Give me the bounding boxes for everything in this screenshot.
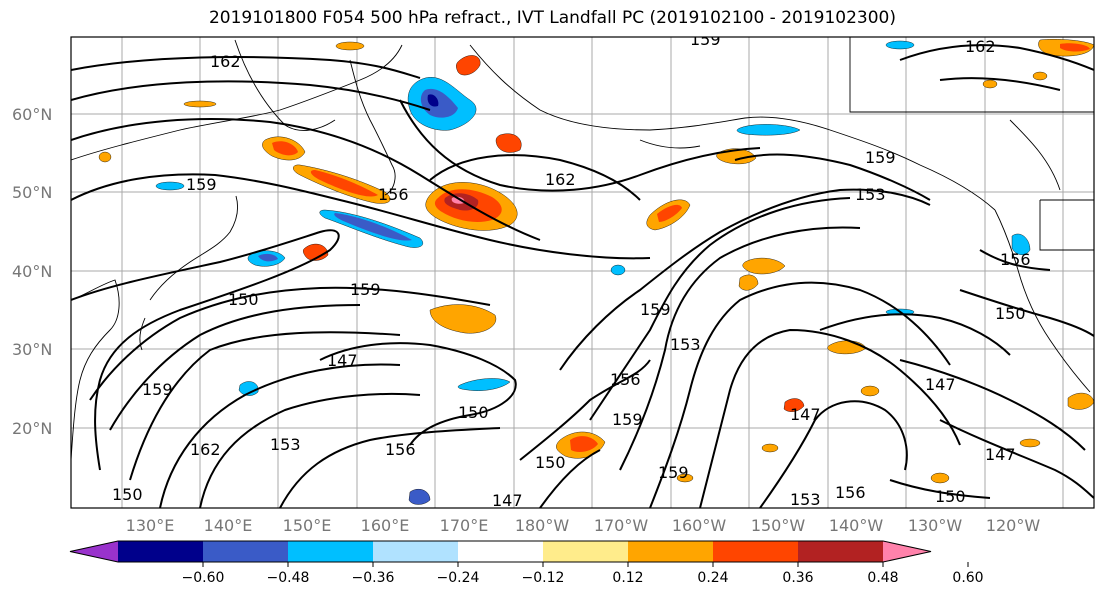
lon-label: 140°W <box>829 516 884 535</box>
contour-label: 150 <box>995 304 1026 323</box>
colorbar-tick-label: 0.36 <box>782 570 813 586</box>
lat-label: 20°N <box>12 419 52 438</box>
contour-label: 156 <box>378 185 409 204</box>
contour-label: 159 <box>142 380 173 399</box>
contour-label: 147 <box>492 491 523 510</box>
contour-label: 156 <box>1000 250 1031 269</box>
colorbar-segment <box>543 541 628 562</box>
contour-label: 147 <box>925 375 956 394</box>
map-panel <box>71 37 1094 508</box>
colorbar-tick-label: −0.60 <box>182 570 225 586</box>
lon-label: 180°W <box>515 516 570 535</box>
lon-label: 140°E <box>204 516 253 535</box>
contour-label: 147 <box>790 405 821 424</box>
colorbar-segment <box>628 541 713 562</box>
contour-label: 153 <box>670 335 701 354</box>
contour-label: 159 <box>690 30 721 49</box>
colorbar-tick-label: 0.24 <box>697 570 728 586</box>
colorbar-tick-label: −0.36 <box>352 570 395 586</box>
colorbar-segment <box>798 541 883 562</box>
colorbar-tick-label: −0.12 <box>522 570 565 586</box>
contour-label: 147 <box>985 445 1016 464</box>
contour-label: 150 <box>228 290 259 309</box>
contour-label: 159 <box>658 463 689 482</box>
shaded-anomalies <box>98 39 1094 505</box>
colorbar-extend-min <box>70 541 118 562</box>
contour-label: 162 <box>965 37 996 56</box>
contour-label: 156 <box>835 483 866 502</box>
colorbar-tick-label: 0.48 <box>867 570 898 586</box>
map-frame <box>70 36 1095 509</box>
contour-label: 147 <box>327 351 358 370</box>
colorbar-segment <box>713 541 798 562</box>
contour-label: 162 <box>545 170 576 189</box>
colorbar-extend-max <box>883 541 931 562</box>
contour-label: 156 <box>610 370 641 389</box>
lat-label: 40°N <box>12 262 52 281</box>
contour-label: 162 <box>190 440 221 459</box>
colorbar-segment <box>288 541 373 562</box>
latitude-labels: 60°N 50°N 40°N 30°N 20°N <box>12 105 52 438</box>
colorbar-tick-label: −0.48 <box>267 570 310 586</box>
height-contours <box>71 44 1094 508</box>
lon-label: 130°E <box>126 516 175 535</box>
contour-label: 150 <box>112 485 143 504</box>
coastlines <box>71 37 1094 461</box>
lon-label: 170°W <box>594 516 649 535</box>
lat-label: 30°N <box>12 340 52 359</box>
contour-label: 156 <box>385 440 416 459</box>
lon-label: 150°E <box>283 516 332 535</box>
contour-label: 153 <box>855 185 886 204</box>
contour-label-group: 162 162 162 159 159 159 159 156 156 153 … <box>112 30 1031 510</box>
colorbar: −0.60 −0.48 −0.36 −0.24 −0.12 0.12 0.24 0.36 0.4… <box>69 540 984 586</box>
contour-label: 159 <box>865 148 896 167</box>
colorbar-segment <box>458 541 543 562</box>
contour-label: 159 <box>640 300 671 319</box>
lat-label: 50°N <box>12 183 52 202</box>
contour-label: 162 <box>210 52 241 71</box>
lat-label: 60°N <box>12 105 52 124</box>
longitude-labels: 130°E 140°E 150°E 160°E 170°E 180°W 170°… <box>126 516 1041 535</box>
contour-label: 150 <box>535 453 566 472</box>
contour-label: 153 <box>270 435 301 454</box>
contour-label: 159 <box>350 280 381 299</box>
contour-label: 150 <box>458 403 489 422</box>
colorbar-outline <box>69 540 932 563</box>
colorbar-segment <box>373 541 458 562</box>
lon-label: 150°W <box>751 516 806 535</box>
contour-label: 150 <box>935 487 966 506</box>
colorbar-tick-label: −0.24 <box>437 570 480 586</box>
lon-label: 170°E <box>440 516 489 535</box>
lon-label: 130°W <box>908 516 963 535</box>
page-title: 2019101800 F054 500 hPa refract., IVT La… <box>208 8 896 28</box>
lon-label: 160°E <box>361 516 410 535</box>
lon-label: 120°W <box>986 516 1041 535</box>
colorbar-tick-label: 0.60 <box>952 570 983 586</box>
colorbar-segment <box>203 541 288 562</box>
colorbar-segment <box>118 541 203 562</box>
contour-label: 153 <box>790 490 821 509</box>
contour-label: 159 <box>186 175 217 194</box>
contour-label: 159 <box>612 410 643 429</box>
colorbar-tick-label: 0.12 <box>612 570 643 586</box>
lon-label: 160°W <box>672 516 727 535</box>
